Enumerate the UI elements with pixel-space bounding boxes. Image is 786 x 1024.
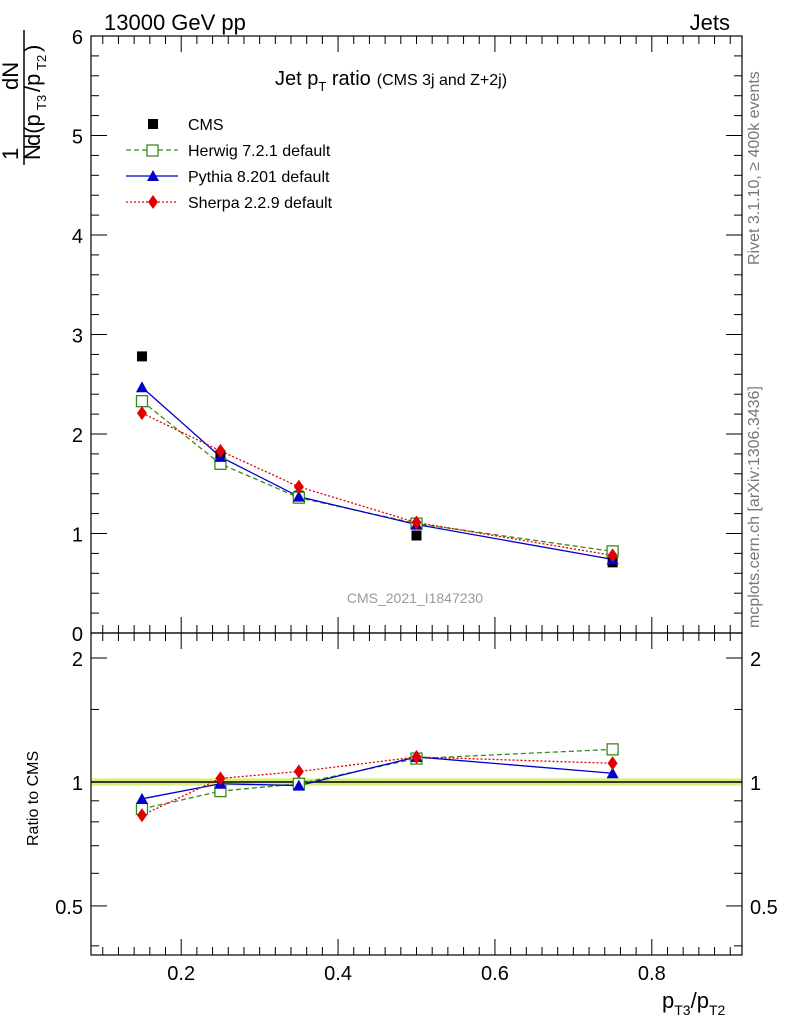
ratio-series [135,743,619,823]
svg-text:N: N [20,144,45,160]
legend-label-sherpa: Sherpa 2.2.9 default [188,195,333,212]
x-axis-label: pT3/pT2 [662,988,726,1018]
data-point-2 [135,381,148,393]
ratio-point-2 [136,808,147,823]
legend-label-cms: CMS [188,117,224,134]
ratio-y-tick-label-right: 0.5 [750,897,778,919]
data-point-3 [293,479,304,494]
ratio-y-tick-label-right: 2 [750,649,761,671]
data-point-3 [215,443,226,458]
svg-text:pT3/pT2: pT3/pT2 [662,988,726,1018]
rivet-version-note: Rivet 3.1.10, ≥ 400k events [746,71,763,265]
y-tick-label: 1 [72,525,83,547]
ratio-point-2 [607,756,618,771]
y-tick-label: 2 [72,425,83,447]
ratio-point-2 [411,749,422,764]
legend-entry-pythia: Pythia 8.201 default [126,169,330,186]
category-label: Jets [690,10,730,35]
legend-label-pythia: Pythia 8.201 default [188,169,330,186]
legend: CMS Herwig 7.2.1 default Pythia 8.201 de… [126,117,333,212]
data-point-3 [607,548,618,563]
legend-entry-sherpa: Sherpa 2.2.9 default [126,195,333,212]
legend-entry-cms: CMS [148,117,224,134]
ratio-point-1 [292,779,305,791]
process-label: 13000 GeV pp [104,10,246,35]
legend-marker-cms [148,119,158,129]
data-point-1 [135,395,149,408]
y-tick-label: 0 [72,624,83,646]
ratio-point-1 [606,767,619,779]
ratio-line-2 [141,756,613,816]
y-tick-label: 4 [72,226,83,248]
series-line-3 [141,412,613,557]
series-line-2 [141,386,613,561]
svg-text:T3: T3 [34,95,49,110]
ratio-y-tick-label: 0.5 [55,897,83,919]
svg-text:d(p: d(p [20,114,45,146]
ratio-y-tick-label: 1 [72,773,83,795]
svg-text:/p: /p [20,74,45,92]
svg-text:1: 1 [0,148,23,160]
main-ticks: 0 1 2 3 4 5 6 [72,27,742,646]
svg-text:T2: T2 [34,55,49,70]
data-point-3 [411,515,422,530]
y-tick-label: 6 [72,27,83,49]
legend-marker-herwig [146,144,159,157]
series-line-1 [141,400,613,553]
x-tick-label: 0.2 [167,963,195,985]
main-title: Jet pT ratio (CMS 3j and Z+2j) [275,68,507,94]
ratio-y-tick-label: 2 [72,649,83,671]
x-tick-label: 0.4 [324,963,352,985]
svg-text:): ) [20,45,45,52]
ratio-point-0 [606,743,619,756]
ratio-panel-frame [90,632,743,956]
legend-label-herwig: Herwig 7.2.1 default [188,143,331,160]
ratio-ticks: 0.5 0.5 1 1 2 2 0.2 0.4 0.6 0.8 [55,633,778,985]
analysis-watermark: CMS_2021_I1847230 [347,590,483,606]
y-tick-label: 3 [72,326,83,348]
x-tick-label: 0.8 [638,963,666,985]
data-point-3 [136,406,147,421]
ratio-y-axis-label: Ratio to CMS [25,751,42,846]
ratio-y-tick-label-right: 1 [750,773,761,795]
x-tick-label: 0.6 [481,963,509,985]
data-point-0 [411,530,422,541]
ratio-point-2 [293,764,304,779]
data-point-0 [136,351,147,362]
ratio-point-1 [135,792,148,804]
legend-marker-pythia [147,170,159,181]
data-point-2 [292,490,305,502]
svg-text:dN: dN [0,62,23,90]
legend-entry-herwig: Herwig 7.2.1 default [126,143,331,160]
ratio-reference-band [91,778,742,786]
main-y-axis-label: 1 N dN d(p T3 /p T2 ) [0,30,49,165]
svg-text:Jet pT ratio(CMS 3j and Z+2j): Jet pT ratio (CMS 3j and Z+2j) [275,68,507,94]
y-tick-label: 5 [72,127,83,149]
source-note: mcplots.cern.ch [arXiv:1306.3436] [746,386,763,628]
ratio-point-2 [215,771,226,786]
main-series [135,351,619,568]
legend-marker-sherpa [148,195,158,209]
ratio-line-0 [141,748,613,810]
